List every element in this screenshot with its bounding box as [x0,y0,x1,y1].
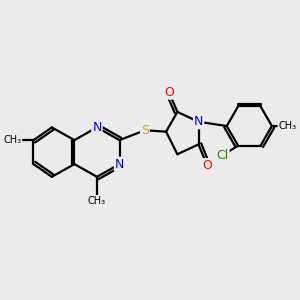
Text: S: S [141,124,149,137]
Text: N: N [194,115,203,128]
Text: N: N [115,158,124,171]
Text: Cl: Cl [216,149,229,162]
Text: CH₃: CH₃ [88,196,106,206]
Text: CH₃: CH₃ [278,121,296,131]
Text: O: O [164,86,174,99]
Text: N: N [92,121,102,134]
Text: O: O [202,159,212,172]
Text: CH₃: CH₃ [3,135,21,145]
